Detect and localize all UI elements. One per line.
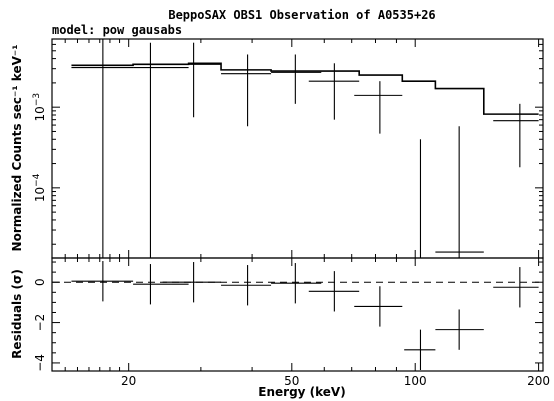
x-axis-label: Energy (keV) bbox=[258, 385, 345, 399]
residuals-y-label: Residuals (σ) bbox=[10, 269, 24, 359]
data-point bbox=[71, 261, 134, 302]
spectrum-data bbox=[71, 39, 539, 258]
data-point bbox=[271, 263, 322, 304]
residuals-y-tick-label: −2 bbox=[33, 314, 47, 332]
data-point bbox=[133, 264, 189, 305]
tick-base: 10 bbox=[33, 187, 47, 202]
tick-base: 10 bbox=[33, 106, 47, 121]
residuals-y-tick-label: −4 bbox=[33, 354, 47, 372]
spectrum-panel: 10−410−3 Normalized Counts sec⁻¹ keV⁻¹ bbox=[10, 38, 544, 259]
data-point bbox=[308, 271, 360, 312]
data-point bbox=[308, 63, 360, 120]
spectrum-model bbox=[71, 62, 539, 115]
data-point bbox=[221, 54, 272, 127]
residuals-data bbox=[71, 261, 539, 370]
residuals-frame bbox=[51, 257, 544, 372]
tick-exponent: −4 bbox=[32, 173, 42, 187]
spectrum-y-tick-labels: 10−410−3 bbox=[32, 93, 47, 202]
data-point bbox=[493, 267, 539, 308]
tick-exponent: −3 bbox=[32, 93, 42, 106]
spectrum-y-tick-label: 10−4 bbox=[32, 173, 47, 202]
model-curve bbox=[71, 62, 539, 115]
data-point bbox=[493, 103, 539, 168]
spectrum-ticks bbox=[52, 38, 543, 258]
data-point bbox=[162, 262, 222, 303]
x-tick-label: 200 bbox=[527, 374, 550, 388]
residuals-ticks bbox=[52, 258, 543, 371]
x-tick-label: 100 bbox=[404, 374, 427, 388]
residuals-y-tick-label: 0 bbox=[33, 278, 47, 286]
spectrum-y-tick-label: 10−3 bbox=[32, 93, 47, 122]
chart-subtitle: model: pow gausabs bbox=[52, 23, 182, 37]
data-point bbox=[162, 42, 222, 118]
data-point bbox=[271, 54, 322, 104]
residuals-panel: 0 −2 −4 Residuals (σ) bbox=[10, 257, 544, 372]
data-point bbox=[71, 39, 134, 258]
x-tick-labels: 20 50 100 200 bbox=[121, 374, 550, 388]
x-tick-label: 20 bbox=[121, 374, 136, 388]
spectrum-y-label: Normalized Counts sec⁻¹ keV⁻¹ bbox=[10, 45, 24, 252]
data-point bbox=[354, 286, 403, 327]
data-point bbox=[354, 81, 403, 134]
data-point bbox=[435, 309, 484, 350]
data-point bbox=[133, 42, 189, 258]
data-point bbox=[221, 265, 272, 306]
data-point bbox=[404, 329, 436, 370]
residuals-y-tick-labels: 0 −2 −4 bbox=[33, 278, 47, 371]
x-tick-label: 50 bbox=[284, 374, 299, 388]
chart-title: BeppoSAX OBS1 Observation of A0535+26 bbox=[168, 8, 435, 22]
data-point bbox=[435, 126, 484, 258]
